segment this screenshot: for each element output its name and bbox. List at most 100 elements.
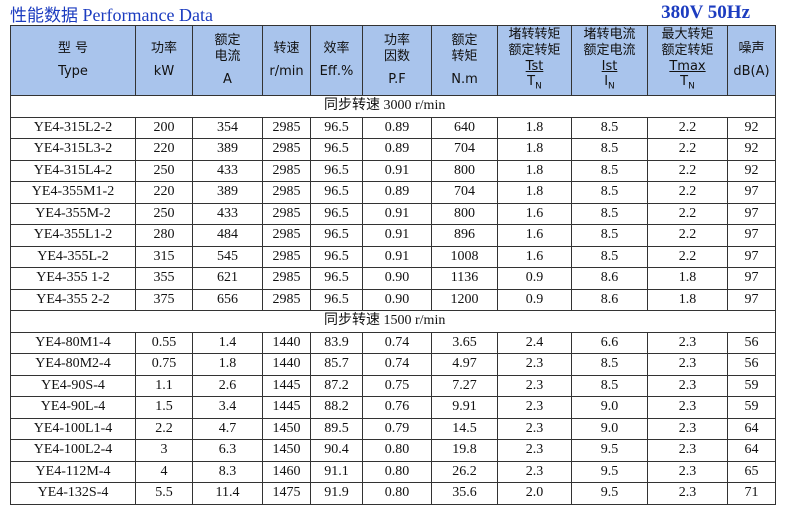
data-cell: 19.8 bbox=[431, 439, 498, 462]
data-cell: 1.5 bbox=[135, 396, 193, 419]
data-cell: 97 bbox=[727, 181, 776, 204]
data-cell: 0.76 bbox=[362, 396, 432, 419]
data-cell: 1440 bbox=[262, 331, 311, 354]
voltage: 380V 50Hz bbox=[661, 2, 750, 23]
data-cell: 8.5 bbox=[571, 138, 648, 161]
header-en: Eff.% bbox=[319, 63, 354, 79]
data-row: YE4-315L2-2 200 354 2985 96.5 0.89 640 1.8 8.5 2.… bbox=[10, 116, 776, 139]
data-cell: 0.89 bbox=[362, 116, 432, 139]
header-denominator: IN bbox=[573, 73, 647, 95]
data-cell: 64 bbox=[727, 417, 776, 440]
data-cell: 896 bbox=[431, 224, 498, 247]
data-cell: 2.6 bbox=[192, 374, 263, 397]
data-cell: 97 bbox=[727, 288, 776, 311]
data-cell: 0.80 bbox=[362, 482, 432, 505]
data-cell: 91.1 bbox=[310, 460, 363, 483]
data-cell: 0.90 bbox=[362, 267, 432, 290]
header-en: kW bbox=[153, 63, 175, 79]
data-cell: 433 bbox=[192, 159, 263, 182]
data-cell: 0.9 bbox=[497, 288, 572, 311]
data-cell: 2.3 bbox=[497, 417, 572, 440]
data-cell: 1440 bbox=[262, 353, 311, 376]
data-cell: 6.6 bbox=[571, 331, 648, 354]
header-cn: 功率 bbox=[383, 32, 410, 48]
data-cell: YE4-355M1-2 bbox=[10, 181, 136, 204]
data-cell: 2985 bbox=[262, 181, 311, 204]
data-cell: YE4-315L2-2 bbox=[10, 116, 136, 139]
data-cell: 2985 bbox=[262, 202, 311, 225]
data-cell: 1445 bbox=[262, 374, 311, 397]
data-row: YE4-100L2-4 3 6.3 1450 90.4 0.80 19.8 2.3 9.5 2.3… bbox=[10, 439, 776, 462]
data-cell: 4 bbox=[135, 460, 193, 483]
data-cell: 2985 bbox=[262, 245, 311, 268]
data-cell: 8.5 bbox=[571, 181, 648, 204]
data-cell: 2.3 bbox=[497, 439, 572, 462]
data-cell: 545 bbox=[192, 245, 263, 268]
header-en: Type bbox=[58, 63, 88, 79]
data-cell: 2.2 bbox=[647, 181, 728, 204]
header-en: r/min bbox=[269, 63, 304, 79]
data-cell: 4.7 bbox=[192, 417, 263, 440]
data-cell: 2.3 bbox=[647, 482, 728, 505]
data-row: YE4-90S-4 1.1 2.6 1445 87.2 0.75 7.27 2.3 8.5 2.3… bbox=[10, 374, 776, 397]
header-en: N.m bbox=[451, 71, 478, 87]
data-cell: 433 bbox=[192, 202, 263, 225]
data-cell: 0.75 bbox=[362, 374, 432, 397]
data-cell: 8.5 bbox=[571, 202, 648, 225]
header-cn: 噪声 bbox=[738, 40, 765, 56]
header-cn: 转速 bbox=[273, 40, 300, 56]
data-cell: 11.4 bbox=[192, 482, 263, 505]
data-cell: 8.6 bbox=[571, 267, 648, 290]
header-numerator: Ist bbox=[601, 58, 618, 74]
column-header: 噪声 dB(A) bbox=[727, 25, 776, 96]
data-cell: 96.5 bbox=[310, 288, 363, 311]
data-cell: YE4-355M-2 bbox=[10, 202, 136, 225]
data-cell: 8.6 bbox=[571, 288, 648, 311]
header-cn: 额定转矩 bbox=[661, 42, 714, 58]
data-cell: 1.1 bbox=[135, 374, 193, 397]
header-row: 型 号 Type 功率 kW 额定 电流 A 转速 r/min 效率 Eff.% 功率 因数 P.F 额定转… bbox=[10, 25, 776, 96]
data-cell: 3.4 bbox=[192, 396, 263, 419]
data-cell: 8.5 bbox=[571, 159, 648, 182]
data-cell: YE4-80M1-4 bbox=[10, 331, 136, 354]
data-cell: 2.3 bbox=[647, 417, 728, 440]
denominator-subscript: N bbox=[688, 81, 695, 92]
data-cell: 2.4 bbox=[497, 331, 572, 354]
data-cell: 56 bbox=[727, 353, 776, 376]
data-cell: 2.2 bbox=[647, 138, 728, 161]
header-cn: 功率 bbox=[150, 40, 177, 56]
data-cell: 65 bbox=[727, 460, 776, 483]
header-denominator: TN bbox=[649, 74, 727, 95]
header-cn: 因数 bbox=[383, 48, 410, 64]
column-header: 功率 kW bbox=[135, 25, 193, 96]
data-row: YE4-112M-4 4 8.3 1460 91.1 0.80 26.2 2.3 9.5 2.3 6… bbox=[10, 460, 776, 483]
denominator-symbol: I bbox=[604, 73, 609, 89]
data-cell: 2.3 bbox=[647, 353, 728, 376]
data-cell: 0.90 bbox=[362, 288, 432, 311]
data-cell: 3 bbox=[135, 439, 193, 462]
data-cell: 8.5 bbox=[571, 224, 648, 247]
data-cell: 97 bbox=[727, 245, 776, 268]
data-cell: 0.89 bbox=[362, 181, 432, 204]
data-cell: 96.5 bbox=[310, 202, 363, 225]
header-cn: 堵转转矩 bbox=[508, 26, 561, 42]
header-cn: 效率 bbox=[323, 40, 350, 56]
column-header: 最大转矩 额定转矩 Tmax TN bbox=[647, 25, 728, 96]
data-cell: YE4-112M-4 bbox=[10, 460, 136, 483]
denominator-symbol: T bbox=[527, 73, 536, 89]
column-header: 转速 r/min bbox=[262, 25, 311, 96]
data-cell: 2985 bbox=[262, 224, 311, 247]
data-cell: 59 bbox=[727, 396, 776, 419]
data-cell: 0.74 bbox=[362, 353, 432, 376]
data-cell: 2985 bbox=[262, 138, 311, 161]
header-cn: 额定转矩 bbox=[508, 42, 561, 58]
data-cell: 250 bbox=[135, 159, 193, 182]
data-row: YE4-100L1-4 2.2 4.7 1450 89.5 0.79 14.5 2.3 9.0 2… bbox=[10, 417, 776, 440]
data-cell: 0.9 bbox=[497, 267, 572, 290]
data-cell: 2.2 bbox=[647, 202, 728, 225]
data-cell: 4.97 bbox=[431, 353, 498, 376]
header-en: P.F bbox=[388, 71, 406, 87]
data-cell: 2.3 bbox=[497, 353, 572, 376]
data-cell: 2985 bbox=[262, 159, 311, 182]
data-cell: 3.65 bbox=[431, 331, 498, 354]
